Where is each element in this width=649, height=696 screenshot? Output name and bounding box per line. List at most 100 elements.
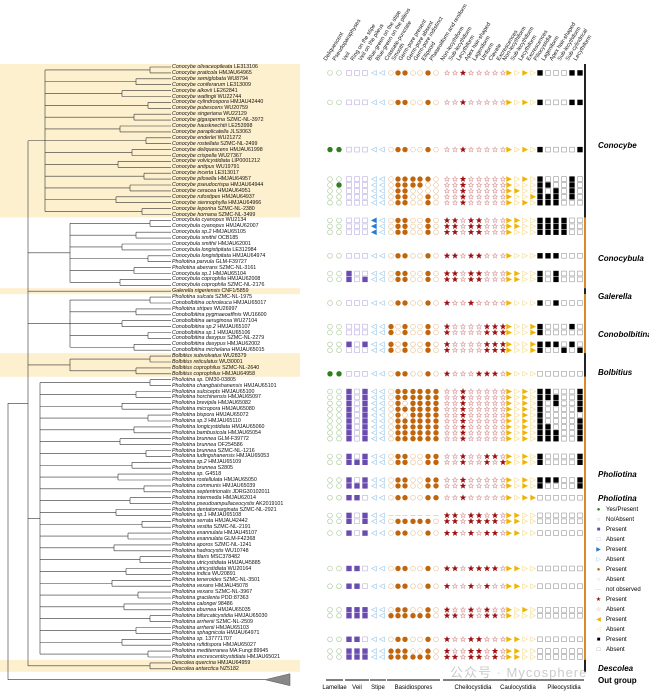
species-name: Pholiotina communis: [172, 482, 221, 489]
veil-absent-icon: [346, 182, 352, 188]
caulo-present-icon: [522, 459, 529, 466]
tri-left-filled-icon: ◀: [596, 617, 601, 623]
cheilo-present-icon: [467, 565, 475, 572]
lamellae-absent-icon: [336, 217, 342, 224]
spore-present-icon: [425, 583, 431, 589]
voucher-id: 98486: [216, 600, 233, 607]
spore-present-icon: [395, 300, 401, 306]
lamellae-absent-icon: [327, 194, 333, 200]
cheilo-absent-icon: [475, 494, 483, 501]
spore-present-icon: [425, 194, 431, 200]
voucher-id: SZMC-NL-3967: [213, 589, 253, 596]
pileo-absent-icon: [569, 477, 575, 483]
stipe-absent-icon: [370, 418, 377, 424]
pileo-absent-icon: [553, 607, 559, 613]
stipe-absent-icon: [378, 199, 385, 206]
spore-present-icon: [425, 223, 431, 230]
species-name: Pholiotina stripes: [172, 305, 213, 312]
pileo-absent-icon: [569, 300, 575, 306]
caulo-absent-icon: [530, 477, 537, 483]
stipe-absent-icon: [370, 494, 377, 501]
stipe-absent-icon: [370, 341, 377, 348]
pileo-absent-icon: [569, 347, 575, 353]
veil-absent-icon: [362, 223, 368, 229]
taxon-label: Pholiotina vestita SZMC-NL-2191: [172, 524, 251, 530]
voucher-id: S2805: [216, 465, 233, 472]
voucher-id: HMJAU65053: [234, 453, 270, 460]
cheilo-present-icon: [483, 329, 491, 336]
caulo-absent-icon: [514, 606, 521, 613]
spore-absent-icon: [388, 518, 394, 524]
spore-absent-icon: [410, 583, 416, 589]
pileo-absent-icon: [537, 636, 543, 643]
spore-absent-icon: [388, 223, 394, 230]
voucher-id: HMJAU65015: [230, 347, 265, 354]
pileo-present-icon: [561, 347, 567, 353]
lamellae-absent-icon: [336, 200, 342, 206]
caulo-present-icon: [506, 435, 513, 442]
spore-present-icon: [425, 477, 431, 483]
taxon-label: Conocybe coniferarum LE313009: [172, 82, 251, 88]
pileo-absent-icon: [561, 394, 567, 401]
cheilo-absent-icon: [451, 199, 459, 206]
pileo-absent-icon: [569, 253, 575, 259]
caulo-present-icon: [506, 654, 513, 660]
pileo-absent-icon: [553, 512, 559, 519]
pileo-present-icon: [537, 347, 543, 353]
caulo-absent-icon: [522, 182, 529, 188]
caulo-present-icon: [506, 483, 513, 489]
pileo-absent-icon: [537, 518, 543, 525]
veil-absent-icon: [346, 146, 352, 153]
cheilo-absent-icon: [467, 417, 475, 424]
caulo-absent-icon: [530, 223, 537, 230]
cheilo-absent-icon: [475, 175, 483, 182]
pileo-absent-icon: [545, 607, 551, 613]
cheilo-present-icon: [443, 653, 451, 660]
spore-present-icon: [425, 200, 431, 206]
pileo-absent-icon: [561, 453, 567, 460]
spore-absent-icon: [388, 176, 394, 182]
cheilo-present-icon: [467, 511, 475, 519]
spore-present-icon: [395, 430, 401, 436]
cheilo-absent-icon: [467, 435, 475, 442]
clade-label-galerella: Galerella: [598, 292, 632, 301]
caulo-present-icon: [522, 99, 529, 106]
cheilo-present-icon: [451, 529, 459, 536]
cheilo-absent-icon: [499, 582, 507, 589]
pileo-present-icon: [537, 200, 543, 206]
cheilo-present-icon: [499, 458, 507, 466]
lamellae-absent-icon: [336, 612, 342, 619]
cheilo-absent-icon: [475, 423, 483, 430]
stipe-absent-icon: [370, 370, 377, 377]
spore-absent-icon: [410, 636, 416, 642]
stipe-absent-icon: [378, 370, 385, 377]
species-name: Pholiotina excrescenticystidiata: [172, 654, 246, 660]
lamellae-absent-icon: [336, 341, 342, 347]
cheilo-absent-icon: [483, 393, 491, 401]
species-name: Pholiotina teneroides: [172, 577, 222, 584]
cheilo-absent-icon: [491, 423, 499, 430]
lamellae-absent-icon: [327, 188, 333, 194]
spore-absent-icon: [417, 530, 423, 536]
voucher-id: OF254586: [216, 441, 243, 448]
pileo-absent-icon: [553, 636, 559, 643]
caulo-absent-icon: [514, 453, 521, 460]
spore-absent-icon: [388, 300, 394, 306]
species-name: Pholiotina sp.: [172, 376, 204, 383]
species-name: Pholiotina brunnea: [172, 441, 217, 448]
pileo-present-icon: [537, 253, 543, 259]
voucher-id: WU10748: [223, 547, 249, 554]
taxon-label: Pholiotina arrhenii HMJAU65103: [172, 625, 249, 631]
pileo-present-icon: [569, 323, 575, 330]
spore-absent-icon: [402, 412, 408, 418]
cheilo-absent-icon: [475, 146, 483, 153]
cheilo-present-icon: [443, 565, 451, 572]
star-open-icon: ☆: [595, 607, 602, 613]
stipe-absent-icon: [370, 182, 377, 188]
voucher-id: HMJAU65072: [214, 412, 249, 419]
species-name: Pholiotina filaris: [172, 553, 210, 560]
taxon-label: Pholiotina excrescenticystidiata HMJAU65…: [172, 654, 280, 660]
spore-present-icon: [395, 436, 401, 442]
species-name: Conocybula longistipitata: [172, 246, 231, 253]
